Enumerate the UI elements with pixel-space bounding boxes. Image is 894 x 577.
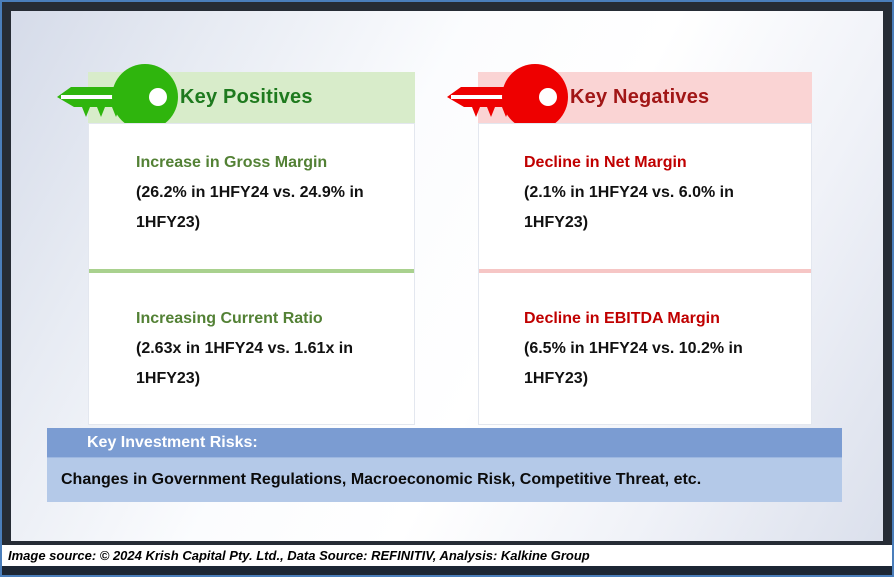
negative-item: Decline in EBITDA Margin (6.5% in 1HFY24… (524, 304, 792, 394)
positive-item: Increasing Current Ratio (2.63x in 1HFY2… (136, 304, 404, 394)
negative-item-detail: (2.1% in 1HFY24 vs. 6.0% in 1HFY23) (524, 184, 734, 231)
negatives-card: Decline in Net Margin (2.1% in 1HFY24 vs… (478, 123, 812, 425)
key-icon (57, 64, 178, 130)
positives-divider (89, 269, 414, 273)
positives-card: Increase in Gross Margin (26.2% in 1HFY2… (88, 123, 415, 425)
key-icon (447, 64, 568, 130)
positive-item: Increase in Gross Margin (26.2% in 1HFY2… (136, 148, 404, 238)
investment-risks-header-label: Key Investment Risks: (87, 433, 258, 451)
positive-item-title: Increasing Current Ratio (136, 310, 323, 327)
negative-item-title: Decline in Net Margin (524, 154, 687, 171)
negatives-header-label: Key Negatives (570, 86, 710, 108)
negative-item: Decline in Net Margin (2.1% in 1HFY24 vs… (524, 148, 792, 238)
positive-item-detail: (2.63x in 1HFY24 vs. 1.61x in 1HFY23) (136, 340, 354, 387)
negative-item-detail: (6.5% in 1HFY24 vs. 10.2% in 1HFY23) (524, 340, 743, 387)
positive-item-title: Increase in Gross Margin (136, 154, 328, 171)
source-footer: Image source: © 2024 Krish Capital Pty. … (2, 545, 892, 566)
investment-risks-header-bar: Key Investment Risks: (47, 428, 842, 458)
positives-header-label: Key Positives (180, 86, 313, 108)
source-footer-text: Image source: © 2024 Krish Capital Pty. … (8, 548, 590, 563)
investment-risks-section: Key Investment Risks: Changes in Governm… (47, 428, 842, 502)
investment-risks-text: Changes in Government Regulations, Macro… (61, 471, 702, 488)
positive-item-detail: (26.2% in 1HFY24 vs. 24.9% in 1HFY23) (136, 184, 364, 231)
bottom-bar (2, 566, 892, 575)
investment-risks-body: Changes in Government Regulations, Macro… (47, 458, 842, 502)
negatives-divider (479, 269, 811, 273)
negative-item-title: Decline in EBITDA Margin (524, 310, 720, 327)
